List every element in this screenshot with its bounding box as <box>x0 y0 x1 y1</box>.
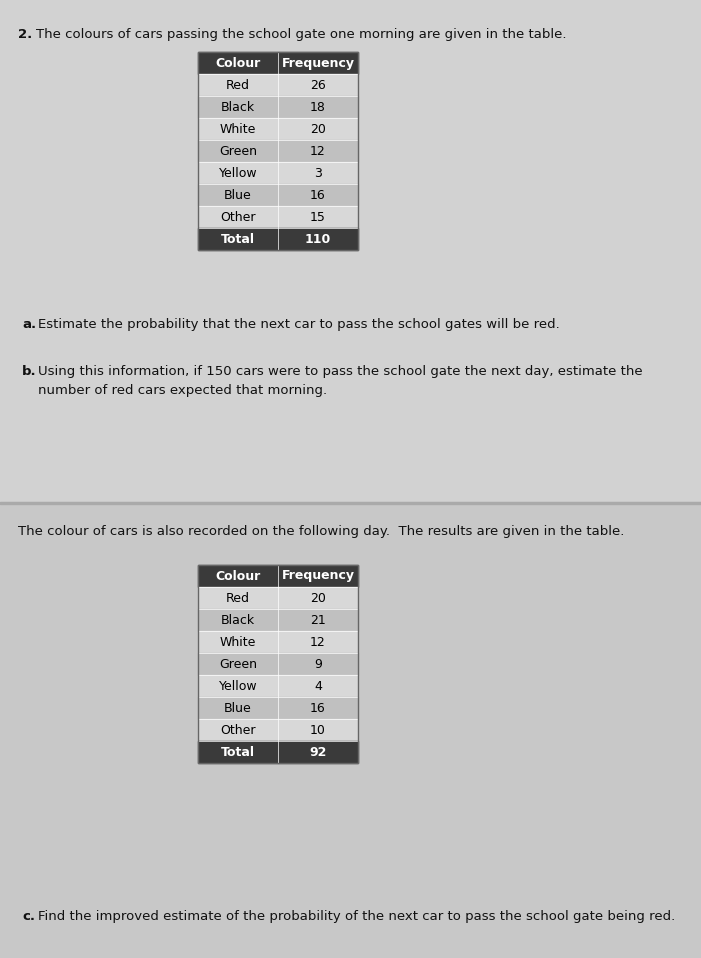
Bar <box>278 719 358 741</box>
Bar <box>278 228 358 250</box>
Bar <box>278 653 358 675</box>
Text: Yellow: Yellow <box>219 679 257 693</box>
Bar <box>0 502 701 958</box>
Text: Other: Other <box>220 723 256 737</box>
Bar <box>198 697 278 719</box>
Text: 16: 16 <box>310 701 326 715</box>
Text: 20: 20 <box>310 591 326 604</box>
Text: Using this information, if 150 cars were to pass the school gate the next day, e: Using this information, if 150 cars were… <box>38 365 643 397</box>
Bar <box>278 587 358 609</box>
Text: 3: 3 <box>314 167 322 179</box>
Text: 10: 10 <box>310 723 326 737</box>
Bar <box>278 565 358 587</box>
Text: 26: 26 <box>310 79 326 92</box>
Text: c.: c. <box>22 910 35 923</box>
Text: Black: Black <box>221 613 255 627</box>
Text: Total: Total <box>221 745 255 759</box>
Text: Colour: Colour <box>215 569 261 582</box>
Text: Estimate the probability that the next car to pass the school gates will be red.: Estimate the probability that the next c… <box>38 318 560 331</box>
Bar <box>198 653 278 675</box>
Text: 12: 12 <box>310 635 326 649</box>
Bar <box>278 118 358 140</box>
Bar <box>278 162 358 184</box>
Text: Green: Green <box>219 657 257 671</box>
Text: Other: Other <box>220 211 256 223</box>
Bar <box>198 675 278 697</box>
Bar <box>198 140 278 162</box>
Bar <box>198 587 278 609</box>
Text: 92: 92 <box>309 745 327 759</box>
Bar <box>198 228 278 250</box>
Text: 9: 9 <box>314 657 322 671</box>
Bar <box>198 118 278 140</box>
Bar <box>198 565 358 763</box>
Bar <box>278 741 358 763</box>
Text: The colour of cars is also recorded on the following day.  The results are given: The colour of cars is also recorded on t… <box>18 525 625 538</box>
Bar <box>278 140 358 162</box>
Text: 21: 21 <box>310 613 326 627</box>
Bar <box>0 502 701 504</box>
Bar <box>278 184 358 206</box>
Text: 20: 20 <box>310 123 326 135</box>
Bar <box>198 52 358 250</box>
Text: 2.: 2. <box>18 28 32 41</box>
Text: 18: 18 <box>310 101 326 113</box>
Bar <box>278 206 358 228</box>
Text: Blue: Blue <box>224 701 252 715</box>
Bar <box>198 184 278 206</box>
Bar <box>198 741 278 763</box>
Bar <box>198 609 278 631</box>
Text: 15: 15 <box>310 211 326 223</box>
Bar <box>198 96 278 118</box>
Bar <box>278 74 358 96</box>
Text: Red: Red <box>226 591 250 604</box>
Bar <box>278 631 358 653</box>
Bar <box>198 719 278 741</box>
Bar <box>278 96 358 118</box>
Text: Yellow: Yellow <box>219 167 257 179</box>
Text: 4: 4 <box>314 679 322 693</box>
Bar <box>198 206 278 228</box>
Bar <box>198 52 278 74</box>
Text: Find the improved estimate of the probability of the next car to pass the school: Find the improved estimate of the probab… <box>38 910 675 923</box>
Text: Frequency: Frequency <box>282 57 355 70</box>
Bar <box>278 52 358 74</box>
Bar <box>278 697 358 719</box>
Bar <box>198 74 278 96</box>
Bar <box>278 675 358 697</box>
Text: b.: b. <box>22 365 36 378</box>
Text: Colour: Colour <box>215 57 261 70</box>
Text: 110: 110 <box>305 233 331 245</box>
Text: Red: Red <box>226 79 250 92</box>
Text: White: White <box>220 635 256 649</box>
Text: 16: 16 <box>310 189 326 201</box>
Text: Blue: Blue <box>224 189 252 201</box>
Bar <box>198 631 278 653</box>
Text: Frequency: Frequency <box>282 569 355 582</box>
Text: Green: Green <box>219 145 257 157</box>
Bar <box>278 609 358 631</box>
Bar <box>198 565 278 587</box>
Text: 12: 12 <box>310 145 326 157</box>
Text: The colours of cars passing the school gate one morning are given in the table.: The colours of cars passing the school g… <box>36 28 566 41</box>
Text: Total: Total <box>221 233 255 245</box>
Text: a.: a. <box>22 318 36 331</box>
Bar <box>198 162 278 184</box>
Text: Black: Black <box>221 101 255 113</box>
Text: White: White <box>220 123 256 135</box>
